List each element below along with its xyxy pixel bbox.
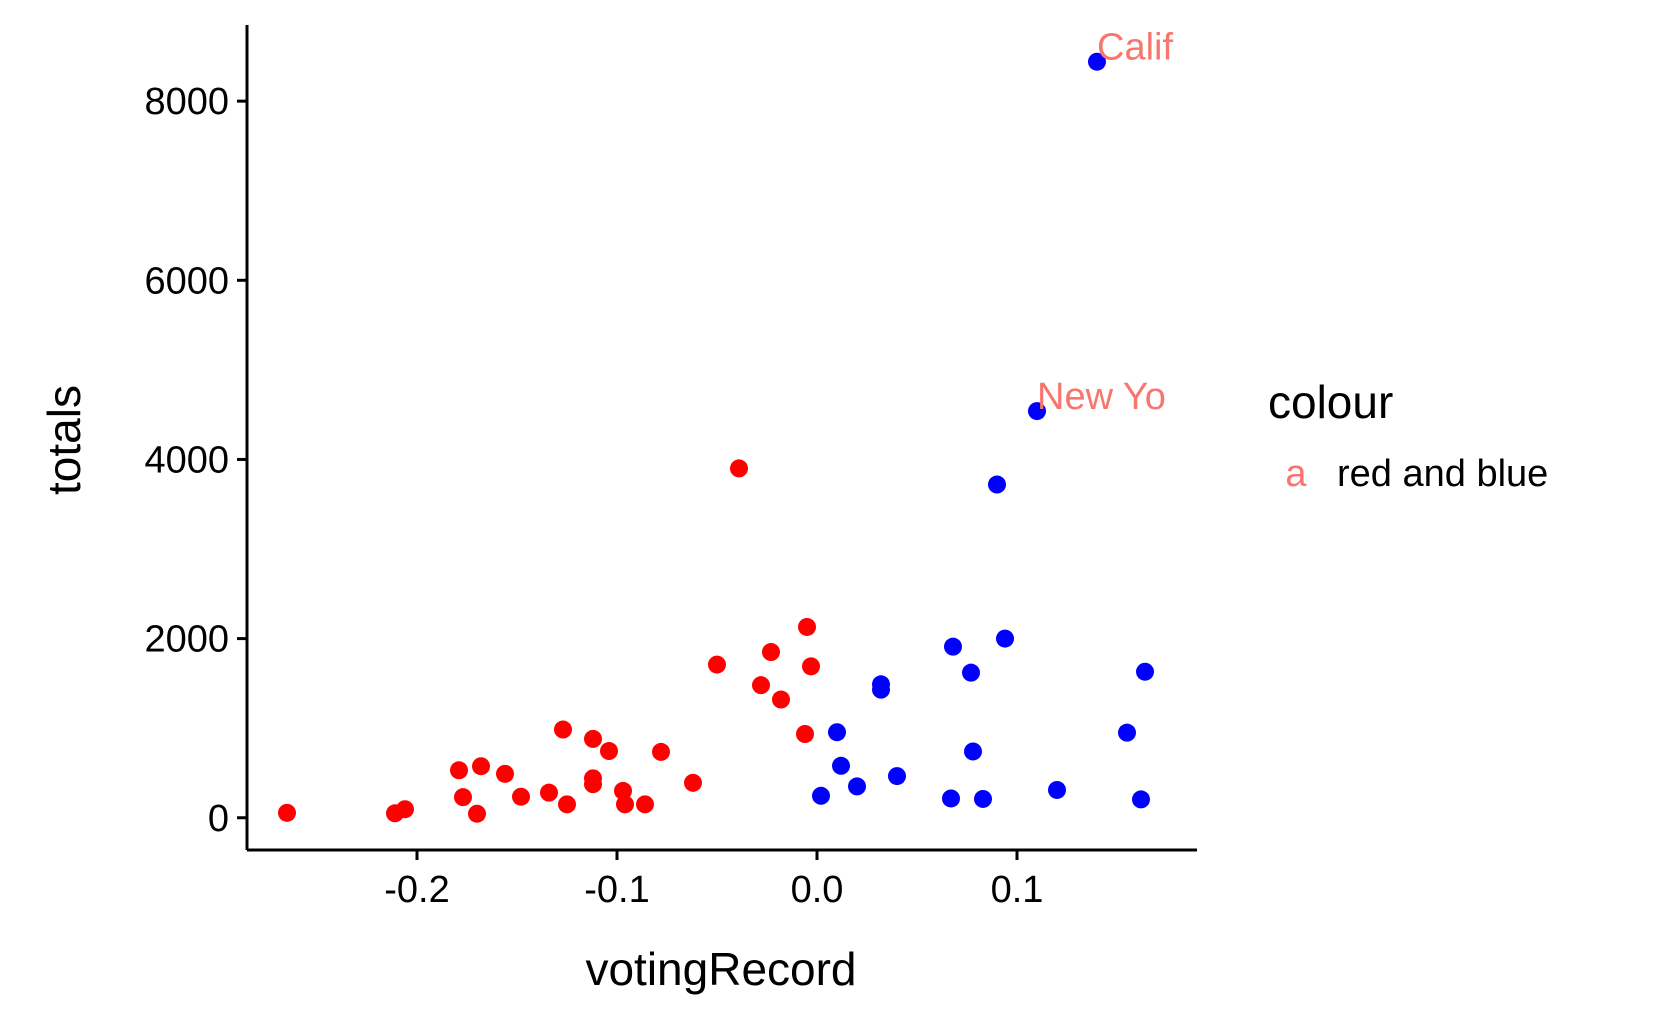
legend-key: a: [1285, 453, 1307, 495]
data-point-blue: [1048, 780, 1066, 799]
data-point-blue: [848, 777, 866, 796]
data-point-blue: [942, 789, 960, 808]
data-point-red: [454, 788, 472, 807]
data-point-red: [468, 804, 486, 823]
legend-entry-label: red and blue: [1337, 453, 1548, 495]
data-point-blue: [1118, 723, 1136, 742]
data-point-red: [762, 643, 780, 662]
data-point-red: [616, 795, 634, 814]
point-label: New Yo: [1037, 376, 1166, 418]
point-labels: Calif New Yo: [1037, 27, 1173, 418]
y-axis-title: totals: [38, 385, 90, 495]
legend: colour a red and blue: [1268, 376, 1548, 495]
data-point-blue: [996, 629, 1014, 648]
data-point-red: [636, 795, 654, 814]
data-point-red: [802, 657, 820, 676]
data-point-red: [496, 764, 514, 783]
data-point-red: [614, 781, 632, 800]
x-tick-label: -0.1: [584, 869, 649, 911]
data-point-red: [798, 617, 816, 636]
data-point-blue: [944, 637, 962, 656]
legend-title: colour: [1268, 376, 1393, 428]
x-tick-label: 0.1: [991, 869, 1044, 911]
data-point-blue: [812, 786, 830, 805]
data-point-red: [558, 795, 576, 814]
data-point-red: [652, 742, 670, 761]
data-point-blue: [888, 767, 906, 786]
x-tick-label: -0.2: [384, 869, 449, 911]
data-point-red: [584, 729, 602, 748]
data-point-red: [708, 655, 726, 674]
data-point-red: [554, 720, 572, 739]
y-tick-label: 0: [208, 798, 229, 840]
data-point-blue: [974, 789, 992, 808]
data-point-blue: [964, 742, 982, 761]
y-tick-label: 8000: [144, 81, 229, 123]
x-axis-title: votingRecord: [585, 943, 856, 995]
data-point-blue: [988, 475, 1006, 494]
data-point-red: [450, 761, 468, 780]
axes: -0.2 -0.1 0.0 0.1 0 2000 4000 6000 8000: [144, 25, 1197, 911]
data-point-red: [752, 676, 770, 695]
data-point-red: [472, 757, 490, 776]
data-point-red: [278, 803, 296, 822]
x-tick-label: 0.0: [791, 869, 844, 911]
y-tick-label: 2000: [144, 619, 229, 661]
y-tick-label: 4000: [144, 439, 229, 481]
data-point-red: [796, 724, 814, 743]
data-point-red: [512, 787, 530, 806]
point-label: Calif: [1097, 27, 1173, 69]
plot-area: Calif New Yo: [278, 27, 1173, 823]
data-point-blue: [828, 723, 846, 742]
data-point-red: [730, 459, 748, 478]
data-point-red: [540, 783, 558, 802]
data-point-blue: [1028, 402, 1046, 421]
data-point-blue: [1088, 52, 1106, 71]
data-point-red: [600, 742, 618, 761]
data-point-blue: [962, 663, 980, 682]
y-tick-label: 6000: [144, 260, 229, 302]
data-point-blue: [832, 756, 850, 775]
data-point-blue: [872, 680, 890, 699]
data-point-red: [396, 800, 414, 819]
data-point-red: [584, 775, 602, 794]
data-point-blue: [1132, 790, 1150, 809]
data-point-red: [772, 690, 790, 709]
data-point-red: [684, 773, 702, 792]
data-point-blue: [1136, 662, 1154, 681]
